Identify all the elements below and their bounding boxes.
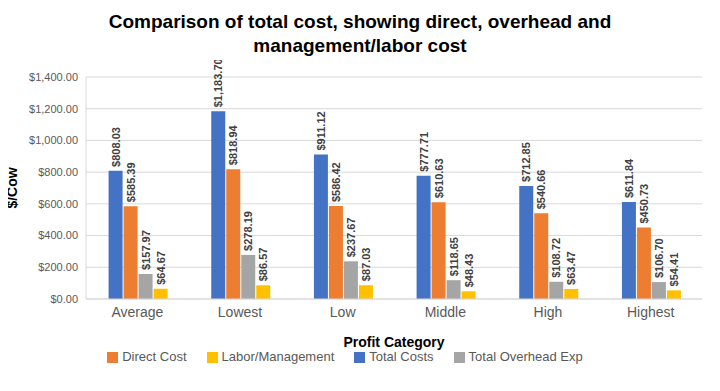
svg-text:$610.63: $610.63 xyxy=(433,158,445,198)
svg-text:$800.00: $800.00 xyxy=(38,166,78,178)
svg-text:$/Cow: $/Cow xyxy=(8,167,20,208)
svg-text:$157.97: $157.97 xyxy=(140,230,152,270)
svg-text:$777.71: $777.71 xyxy=(418,132,430,172)
svg-text:$87.03: $87.03 xyxy=(360,248,372,282)
svg-text:Highest: Highest xyxy=(627,304,675,320)
svg-text:$106.70: $106.70 xyxy=(653,238,665,278)
html-text:Direct Cost: Direct Cost xyxy=(122,349,187,364)
svg-text:$1,000.00: $1,000.00 xyxy=(29,134,78,146)
svg-text:Middle: Middle xyxy=(425,304,466,320)
html-text:Total Overhead Exp: Total Overhead Exp xyxy=(468,349,583,364)
html-text:Comparison of total cost, show: Comparison of total cost, showing direct… xyxy=(108,11,612,56)
svg-text:Low: Low xyxy=(330,304,357,320)
svg-text:$712.85: $712.85 xyxy=(520,142,532,182)
svg-text:$86.57: $86.57 xyxy=(257,248,269,282)
html-text:Total Costs: Total Costs xyxy=(369,349,434,364)
svg-text:$1,400.00: $1,400.00 xyxy=(29,71,78,83)
svg-text:$63.47: $63.47 xyxy=(565,251,577,285)
svg-text:$611.84: $611.84 xyxy=(623,158,635,198)
svg-text:$540.66: $540.66 xyxy=(535,170,547,210)
svg-text:Average: Average xyxy=(111,304,163,320)
svg-text:$54.41: $54.41 xyxy=(668,253,680,287)
svg-text:$200.00: $200.00 xyxy=(38,261,78,273)
svg-text:$237.67: $237.67 xyxy=(345,218,357,258)
svg-text:$585.39: $585.39 xyxy=(125,162,137,202)
svg-text:High: High xyxy=(534,304,563,320)
svg-text:$64.67: $64.67 xyxy=(155,251,167,285)
svg-text:$108.72: $108.72 xyxy=(550,238,562,278)
svg-text:$118.65: $118.65 xyxy=(448,237,460,276)
html-text:Labor/Management: Labor/Management xyxy=(221,349,335,364)
svg-text:$48.43: $48.43 xyxy=(463,254,475,288)
svg-text:$1,183.70: $1,183.70 xyxy=(212,60,224,107)
svg-text:$808.03: $808.03 xyxy=(110,127,122,167)
svg-text:$586.42: $586.42 xyxy=(330,162,342,202)
svg-text:$911.12: $911.12 xyxy=(315,111,327,150)
svg-text:$400.00: $400.00 xyxy=(38,229,78,241)
svg-text:$1,200.00: $1,200.00 xyxy=(29,103,78,115)
svg-text:Lowest: Lowest xyxy=(218,304,262,320)
svg-text:Profit Category: Profit Category xyxy=(343,334,444,350)
svg-text:$600.00: $600.00 xyxy=(38,198,78,210)
svg-text:$818.94: $818.94 xyxy=(227,124,239,165)
svg-text:$0.00: $0.00 xyxy=(50,293,78,305)
svg-text:$278.19: $278.19 xyxy=(242,211,254,251)
svg-text:$450.73: $450.73 xyxy=(638,184,650,224)
